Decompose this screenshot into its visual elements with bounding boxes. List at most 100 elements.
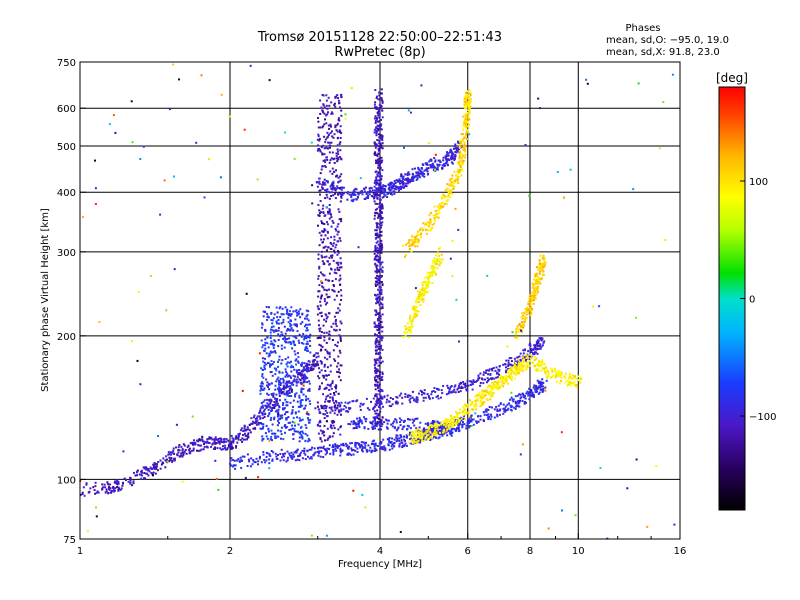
echo-point [376,212,379,215]
echo-point [537,381,540,384]
echo-point [378,357,381,359]
echo-point [262,417,265,420]
echo-point [261,435,264,438]
echo-point [374,244,377,247]
echo-point [332,446,335,448]
echo-point [253,414,256,417]
echo-point [475,408,478,411]
echo-point [250,417,253,420]
echo-point [481,403,484,406]
echo-point [223,440,226,443]
echo-point [458,383,461,386]
echo-point [329,123,332,126]
echo-point [456,170,459,173]
echo-point [467,424,470,427]
echo-point [333,427,336,430]
echo-point [426,428,429,431]
echo-point [327,147,330,150]
echo-point [280,433,283,436]
echo-point [320,294,323,297]
echo-point [323,178,326,181]
echo-point [286,393,289,395]
echo-point [432,261,435,264]
echo-point [509,404,512,407]
echo-point [450,430,453,433]
echo-point [461,159,464,162]
echo-point [378,401,381,404]
echo-point [319,112,322,115]
echo-point [326,180,329,183]
echo-point [264,432,267,435]
echo-point [376,370,379,373]
echo-point [333,102,336,105]
echo-point [457,168,459,171]
echo-point [443,203,446,206]
echo-point [457,391,460,393]
echo-point [327,190,330,193]
echo-point [483,413,486,416]
echo-point [172,452,175,455]
echo-point [262,451,265,454]
echo-point [323,153,326,156]
echo-point [335,243,338,246]
echo-point [373,322,376,325]
echo-point [315,356,318,359]
echo-point [375,191,378,193]
echo-point [452,157,454,160]
echo-point [173,459,176,462]
echo-point [422,222,425,225]
echo-point [380,356,383,359]
echo-point [414,308,417,311]
echo-point [458,422,461,425]
echo-point [276,378,279,381]
echo-point [378,91,381,94]
echo-point [468,421,470,424]
echo-point [451,416,453,419]
echo-point [108,488,111,491]
echo-point [300,382,303,385]
echo-point [260,382,263,385]
echo-point [335,95,338,98]
echo-point [401,175,404,178]
echo-point [317,144,319,147]
echo-point [381,416,384,419]
echo-point [264,338,267,341]
echo-point [530,296,533,299]
echo-point [261,404,264,407]
echo-point [374,412,377,415]
stats-x-mode: mean, sd,X: 91.8, 23.0 [606,47,720,58]
echo-point [547,370,550,373]
echo-point [543,264,546,266]
echo-point [319,425,322,428]
echo-point [167,453,170,456]
echo-point [536,291,539,294]
echo-point [298,333,301,336]
echo-point [152,463,155,466]
echo-point [337,290,340,293]
echo-point [451,425,454,428]
echo-point [125,479,127,482]
echo-point [457,142,460,145]
echo-point [285,386,288,389]
echo-point [324,166,327,168]
echo-point [380,428,382,431]
echo-point [375,226,378,229]
echo-point [408,418,411,421]
echo-point [336,446,339,449]
echo-point [483,371,485,374]
echo-point [203,445,206,448]
echo-point [133,471,135,474]
echo-point [303,362,306,365]
echo-point [496,413,499,416]
echo-point [573,375,576,378]
echo-point [538,337,541,340]
echo-point [430,424,433,427]
echo-point [290,376,292,379]
echo-point [349,423,352,426]
echo-point [261,323,264,326]
echo-point [463,122,466,125]
echo-point [542,256,545,259]
echo-point [334,444,337,447]
echo-point [475,394,478,396]
echo-point [320,348,323,351]
